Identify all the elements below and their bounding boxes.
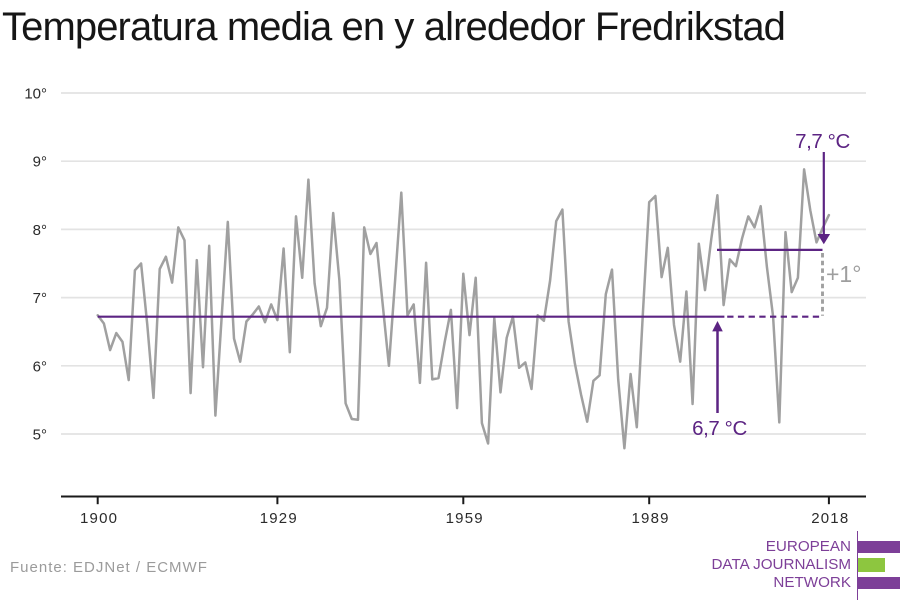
svg-text:1959: 1959 xyxy=(446,510,483,527)
svg-text:5°: 5° xyxy=(33,427,47,444)
svg-text:2018: 2018 xyxy=(811,510,848,527)
svg-text:6,7 °C: 6,7 °C xyxy=(692,417,747,440)
svg-text:+1°: +1° xyxy=(826,261,861,287)
svg-text:6°: 6° xyxy=(33,358,47,375)
svg-text:1989: 1989 xyxy=(632,510,669,527)
svg-text:1900: 1900 xyxy=(80,510,117,527)
svg-text:9°: 9° xyxy=(33,154,47,171)
svg-text:8°: 8° xyxy=(33,222,47,239)
svg-text:7°: 7° xyxy=(33,290,47,307)
svg-text:10°: 10° xyxy=(24,86,47,103)
svg-text:7,7 °C: 7,7 °C xyxy=(795,130,850,153)
svg-text:1929: 1929 xyxy=(260,510,297,527)
